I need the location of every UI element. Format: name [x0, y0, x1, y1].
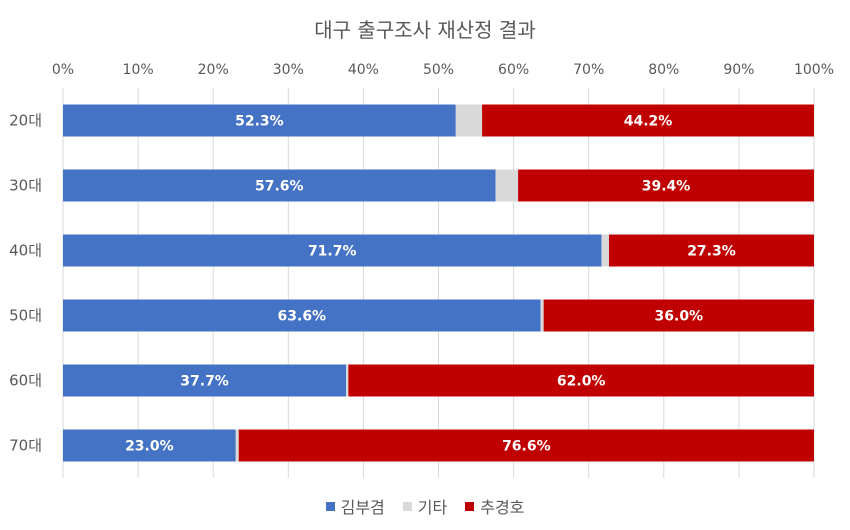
legend: 김부겸 기타 추경호	[0, 494, 850, 518]
data-label: 39.4%	[642, 179, 691, 195]
legend-label: 추경호	[480, 498, 525, 517]
bar-segment	[482, 104, 814, 137]
x-tick-label: 80%	[648, 62, 679, 78]
y-tick-label: 50대	[9, 307, 42, 325]
bar-segment	[348, 364, 814, 397]
bar-segment	[63, 429, 236, 462]
bar-segment	[540, 299, 544, 332]
data-label: 57.6%	[255, 179, 304, 195]
legend-item: 김부겸	[325, 494, 385, 518]
y-tick-label: 40대	[9, 242, 42, 260]
bar-segment	[238, 429, 814, 462]
bar-segment	[63, 234, 602, 267]
x-tick-label: 40%	[348, 62, 379, 78]
x-tick-label: 70%	[573, 62, 604, 78]
x-tick-label: 0%	[52, 62, 74, 78]
y-tick-label: 70대	[9, 437, 42, 455]
bar-segment	[601, 234, 609, 267]
x-tick-label: 30%	[273, 62, 304, 78]
bar-segment	[543, 299, 814, 332]
data-label: 63.6%	[278, 309, 327, 325]
legend-swatch	[325, 501, 335, 511]
legend-label: 기타	[417, 498, 448, 517]
bar-segment	[63, 169, 496, 202]
data-label: 23.0%	[125, 439, 174, 455]
legend-item: 기타	[402, 494, 448, 518]
data-label: 36.0%	[655, 309, 704, 325]
bar-segment	[63, 364, 347, 397]
bar-segment	[518, 169, 814, 202]
data-label: 44.2%	[624, 114, 673, 130]
legend-swatch	[465, 501, 475, 511]
data-label: 52.3%	[235, 114, 284, 130]
y-tick-label: 60대	[9, 372, 42, 390]
legend-label: 김부겸	[340, 498, 385, 517]
y-axis-ticks: 20대 30대 40대 50대 60대 70대	[9, 112, 42, 455]
x-tick-label: 10%	[123, 62, 154, 78]
data-label: 27.3%	[687, 244, 736, 260]
data-label: 62.0%	[557, 374, 606, 390]
bars	[63, 104, 814, 462]
x-tick-label: 50%	[423, 62, 454, 78]
y-tick-label: 30대	[9, 177, 42, 195]
bar-segment	[608, 234, 814, 267]
data-label: 71.7%	[308, 244, 357, 260]
x-tick-label: 20%	[198, 62, 229, 78]
bar-segment	[235, 429, 239, 462]
bar-segment	[455, 104, 483, 137]
data-labels: 52.3% 44.2% 57.6% 39.4% 71.7% 27.3% 63.6% 36.0%…	[125, 114, 736, 455]
bar-segment	[63, 104, 456, 137]
bar-segment	[63, 299, 541, 332]
bar-segment	[346, 364, 349, 397]
y-tick-label: 20대	[9, 112, 42, 130]
bar-segment	[495, 169, 519, 202]
x-tick-label: 100%	[794, 62, 834, 78]
data-label: 37.7%	[180, 374, 229, 390]
x-axis-ticks: 0% 10% 20% 30% 40% 50% 60% 70% 80% 90% 100%	[52, 62, 834, 78]
x-tick-label: 60%	[498, 62, 529, 78]
legend-swatch	[402, 501, 412, 511]
data-label: 76.6%	[502, 439, 551, 455]
x-tick-label: 90%	[723, 62, 754, 78]
chart-title: 대구 출구조사 재산정 결과	[314, 18, 536, 42]
legend-item: 추경호	[465, 494, 524, 518]
gridlines	[62, 88, 815, 478]
